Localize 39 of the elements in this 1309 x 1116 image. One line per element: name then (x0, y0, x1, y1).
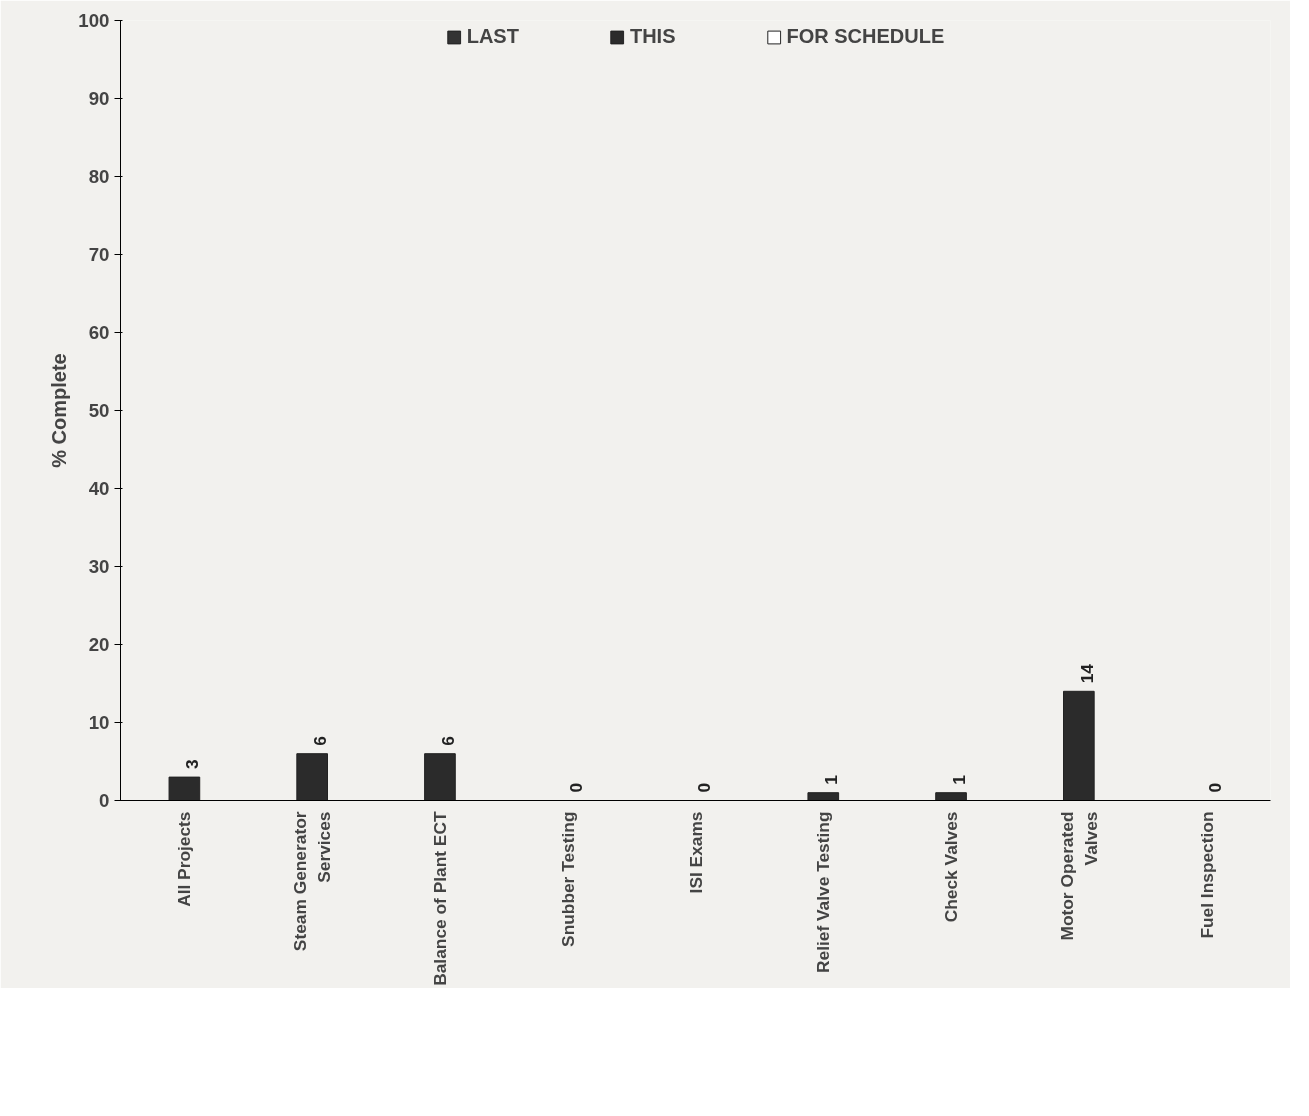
y-tick-label: 40 (88, 478, 110, 499)
x-tick-label: ISI Exams (685, 811, 706, 894)
x-tick-label: Snubber Testing (557, 811, 578, 947)
x-tick-label: Fuel Inspection (1196, 811, 1217, 939)
data-label: 6 (310, 735, 331, 746)
bar (935, 792, 967, 801)
data-label: 1 (949, 774, 970, 785)
bar (296, 753, 328, 801)
y-tick-label: 70 (88, 244, 110, 265)
bar (1063, 690, 1095, 801)
y-tick-label: 60 (88, 322, 110, 343)
data-label: 0 (693, 782, 714, 793)
data-label: 0 (1204, 782, 1225, 793)
x-tick-label: Check Valves (941, 811, 962, 923)
legend-label: LAST (466, 25, 519, 48)
y-tick-label: 20 (88, 634, 110, 655)
x-tick-label: Balance of Plant ECT (429, 811, 450, 986)
legend-label: FOR SCHEDULE (786, 25, 945, 48)
data-label: 3 (182, 759, 203, 770)
data-label: 0 (565, 782, 586, 793)
bar (807, 792, 840, 801)
data-label: 14 (1076, 663, 1097, 684)
y-tick-label: 80 (88, 166, 110, 187)
x-tick-label: All Projects (174, 811, 195, 907)
y-tick-label: 30 (88, 556, 110, 577)
legend-label: THIS (629, 25, 676, 48)
y-tick-label: 100 (78, 10, 110, 31)
y-tick-label: 90 (88, 88, 110, 109)
x-tick-label: Motor Operated Valves (1056, 811, 1101, 941)
x-tick-label: Relief Valve Testing (813, 811, 834, 973)
y-tick-label: 10 (88, 712, 110, 733)
y-tick-label: 0 (99, 790, 110, 811)
bar (168, 776, 201, 801)
bar (424, 753, 456, 801)
y-tick-label: 50 (88, 400, 110, 421)
y-axis-title: % Complete (48, 353, 71, 468)
x-tick-label: Steam Generator Services (290, 811, 335, 952)
data-label: 6 (437, 735, 458, 746)
data-label: 1 (821, 774, 842, 785)
